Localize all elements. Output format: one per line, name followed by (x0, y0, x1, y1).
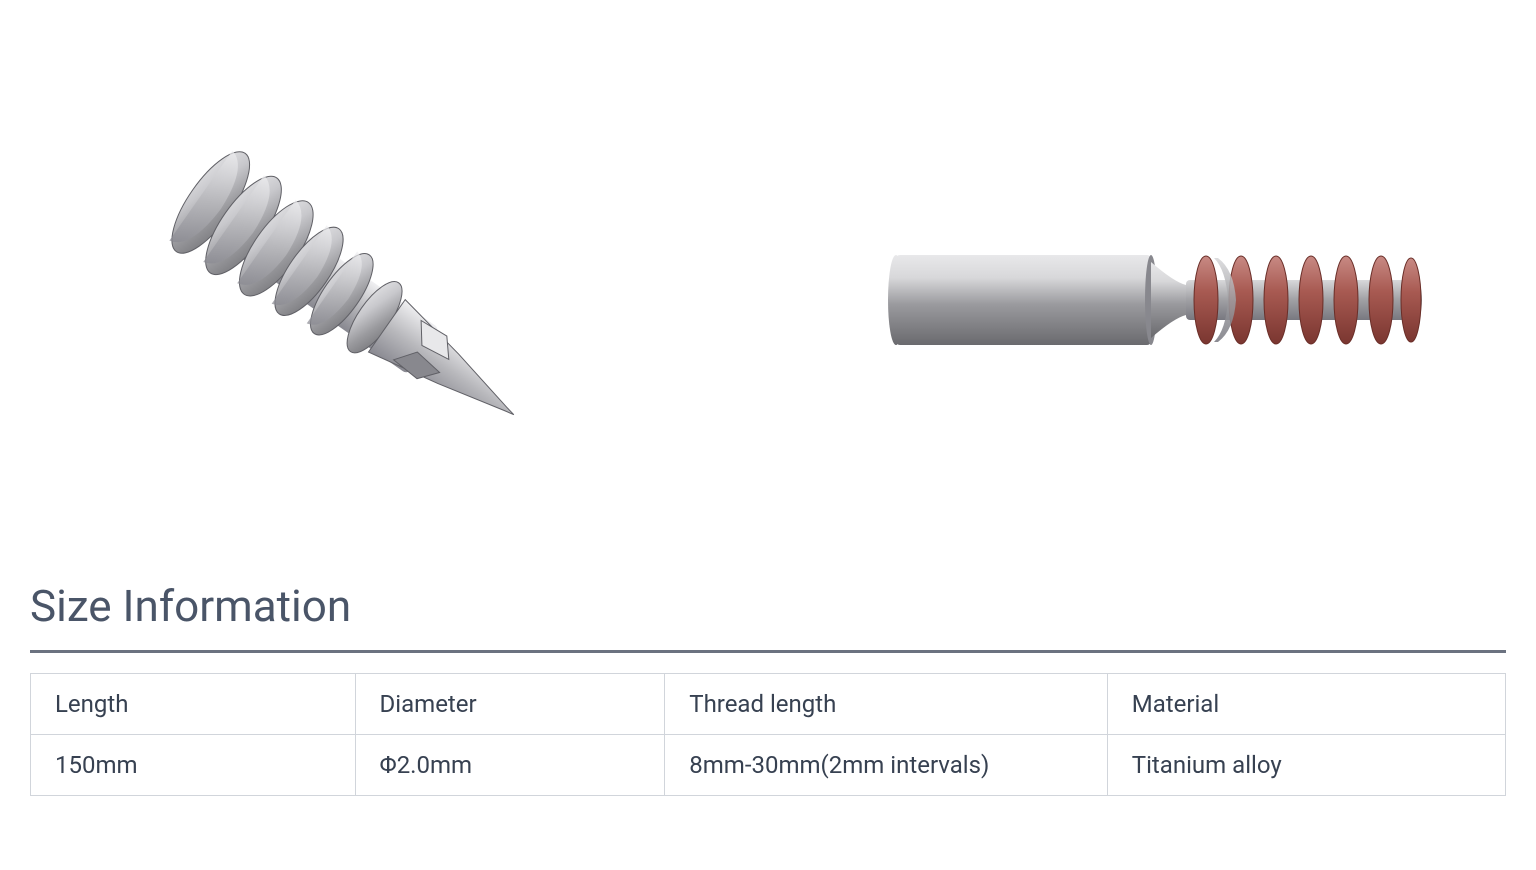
table-header-row: Length Diameter Thread length Material (31, 674, 1506, 735)
cell-thread: 8mm-30mm(2mm intervals) (665, 735, 1108, 796)
section-title: Size Information (30, 580, 1506, 632)
size-info-table: Length Diameter Thread length Material 1… (30, 673, 1506, 796)
product-images-row (30, 0, 1506, 580)
col-header-thread: Thread length (665, 674, 1108, 735)
col-header-diameter: Diameter (355, 674, 665, 735)
col-header-material: Material (1107, 674, 1505, 735)
screw-angled-icon (100, 120, 600, 480)
pin-thread-icon (856, 200, 1436, 400)
product-image-left (100, 120, 600, 480)
cell-length: 150mm (31, 735, 356, 796)
col-header-length: Length (31, 674, 356, 735)
table-row: 150mm Φ2.0mm 8mm-30mm(2mm intervals) Tit… (31, 735, 1506, 796)
page-container: Size Information Length Diameter Thread … (0, 0, 1536, 870)
section-underline (30, 650, 1506, 653)
cell-diameter: Φ2.0mm (355, 735, 665, 796)
product-image-right (856, 200, 1436, 400)
cell-material: Titanium alloy (1107, 735, 1505, 796)
